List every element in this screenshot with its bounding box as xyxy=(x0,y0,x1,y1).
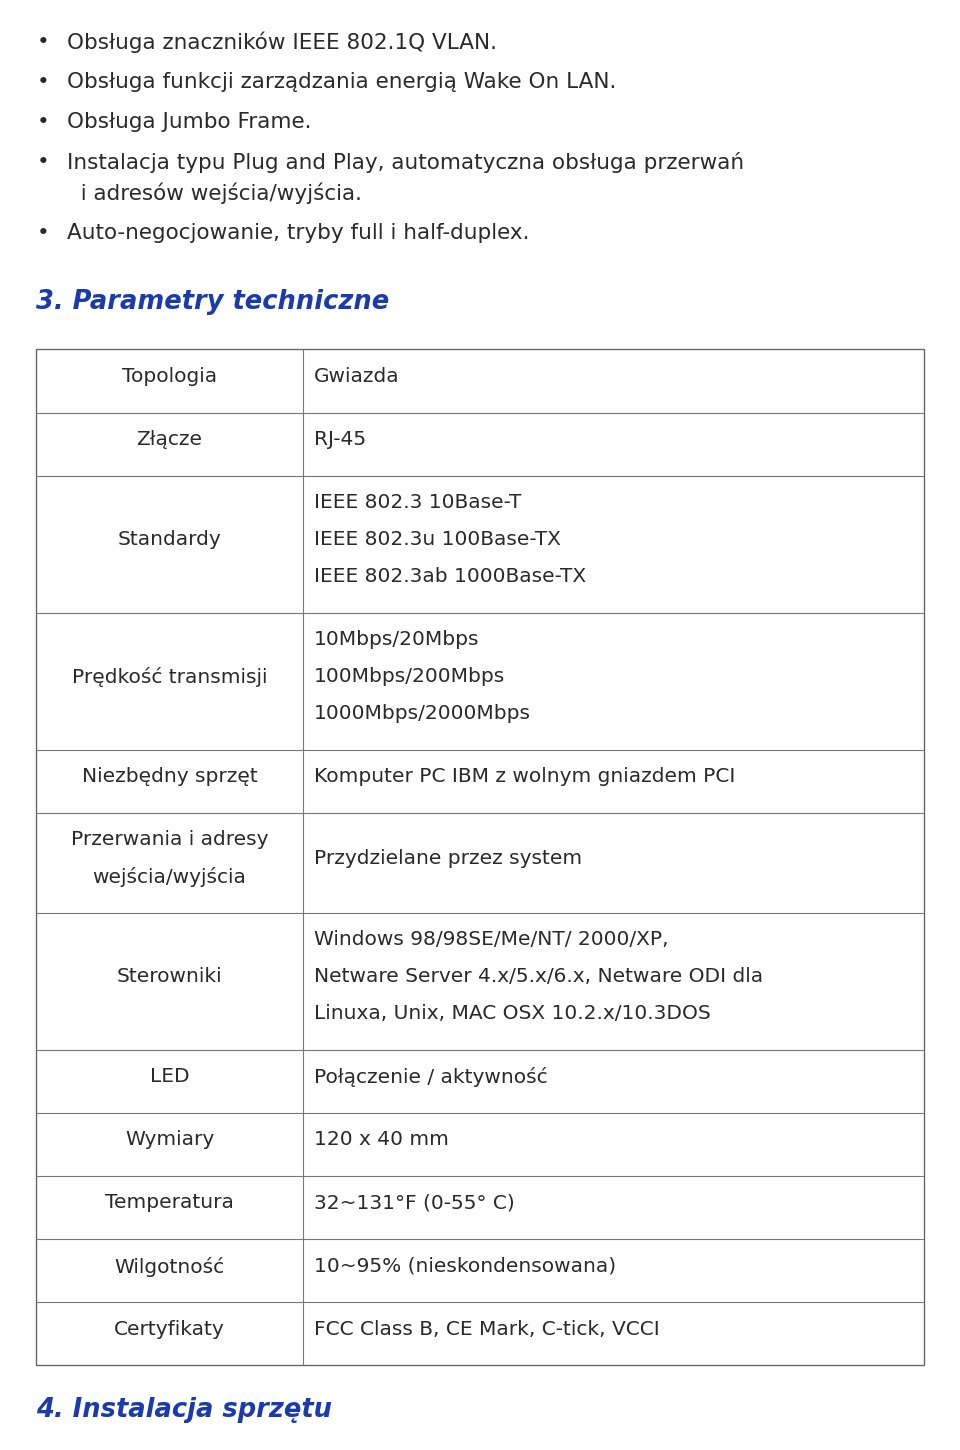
Text: Złącze: Złącze xyxy=(136,431,203,450)
Text: 100Mbps/200Mbps: 100Mbps/200Mbps xyxy=(314,667,505,686)
Text: Obsługa funkcji zarządzania energią Wake On LAN.: Obsługa funkcji zarządzania energią Wake… xyxy=(67,72,616,91)
Text: IEEE 802.3u 100Base-TX: IEEE 802.3u 100Base-TX xyxy=(314,531,561,550)
Text: 1000Mbps/2000Mbps: 1000Mbps/2000Mbps xyxy=(314,705,531,724)
Text: LED: LED xyxy=(150,1067,189,1086)
Text: Windows 98/98SE/Me/NT/ 2000/XP,: Windows 98/98SE/Me/NT/ 2000/XP, xyxy=(314,931,669,950)
Text: Sterowniki: Sterowniki xyxy=(117,967,223,986)
Text: IEEE 802.3 10Base-T: IEEE 802.3 10Base-T xyxy=(314,493,521,512)
Text: i adresów wejścia/wyjścia.: i adresów wejścia/wyjścia. xyxy=(67,183,362,204)
Text: 10Mbps/20Mbps: 10Mbps/20Mbps xyxy=(314,631,480,650)
Bar xyxy=(36,349,924,1364)
Text: Certyfikaty: Certyfikaty xyxy=(114,1320,225,1338)
Text: 4. Instalacja sprzętu: 4. Instalacja sprzętu xyxy=(36,1396,332,1422)
Text: Połączenie / aktywność: Połączenie / aktywność xyxy=(314,1067,548,1088)
Text: Obsługa Jumbo Frame.: Obsługa Jumbo Frame. xyxy=(67,112,312,132)
Text: RJ-45: RJ-45 xyxy=(314,431,366,450)
Text: FCC Class B, CE Mark, C-tick, VCCI: FCC Class B, CE Mark, C-tick, VCCI xyxy=(314,1320,660,1338)
Text: Netware Server 4.x/5.x/6.x, Netware ODI dla: Netware Server 4.x/5.x/6.x, Netware ODI … xyxy=(314,967,763,986)
Text: 32~131°F (0-55° C): 32~131°F (0-55° C) xyxy=(314,1193,515,1212)
Text: wejścia/wyjścia: wejścia/wyjścia xyxy=(92,867,247,887)
Text: •: • xyxy=(36,222,49,242)
Text: •: • xyxy=(36,72,49,91)
Text: Przerwania i adresy: Przerwania i adresy xyxy=(71,831,268,850)
Text: 10~95% (nieskondensowana): 10~95% (nieskondensowana) xyxy=(314,1257,616,1276)
Text: Niezbędny sprzęt: Niezbędny sprzęt xyxy=(82,767,257,786)
Text: Auto-negocjowanie, tryby full i half-duplex.: Auto-negocjowanie, tryby full i half-dup… xyxy=(67,222,530,242)
Text: Linuxa, Unix, MAC OSX 10.2.x/10.3DOS: Linuxa, Unix, MAC OSX 10.2.x/10.3DOS xyxy=(314,1005,710,1024)
Text: Wymiary: Wymiary xyxy=(125,1131,214,1150)
Text: Instalacja typu Plug and Play, automatyczna obsługa przerwań: Instalacja typu Plug and Play, automatyc… xyxy=(67,151,744,173)
Text: Komputer PC IBM z wolnym gniazdem PCI: Komputer PC IBM z wolnym gniazdem PCI xyxy=(314,767,735,786)
Text: Obsługa znaczników IEEE 802.1Q VLAN.: Obsługa znaczników IEEE 802.1Q VLAN. xyxy=(67,32,497,54)
Text: •: • xyxy=(36,151,49,171)
Text: Gwiazda: Gwiazda xyxy=(314,367,399,386)
Text: 3. Parametry techniczne: 3. Parametry techniczne xyxy=(36,289,390,315)
Text: 120 x 40 mm: 120 x 40 mm xyxy=(314,1131,449,1150)
Text: Przydzielane przez system: Przydzielane przez system xyxy=(314,848,582,867)
Text: Topologia: Topologia xyxy=(122,367,217,386)
Text: Temperatura: Temperatura xyxy=(105,1193,234,1212)
Text: IEEE 802.3ab 1000Base-TX: IEEE 802.3ab 1000Base-TX xyxy=(314,567,587,586)
Text: •: • xyxy=(36,112,49,132)
Text: Prędkość transmisji: Prędkość transmisji xyxy=(72,667,267,687)
Text: •: • xyxy=(36,32,49,52)
Text: Wilgotność: Wilgotność xyxy=(114,1257,225,1276)
Text: Standardy: Standardy xyxy=(118,531,222,550)
